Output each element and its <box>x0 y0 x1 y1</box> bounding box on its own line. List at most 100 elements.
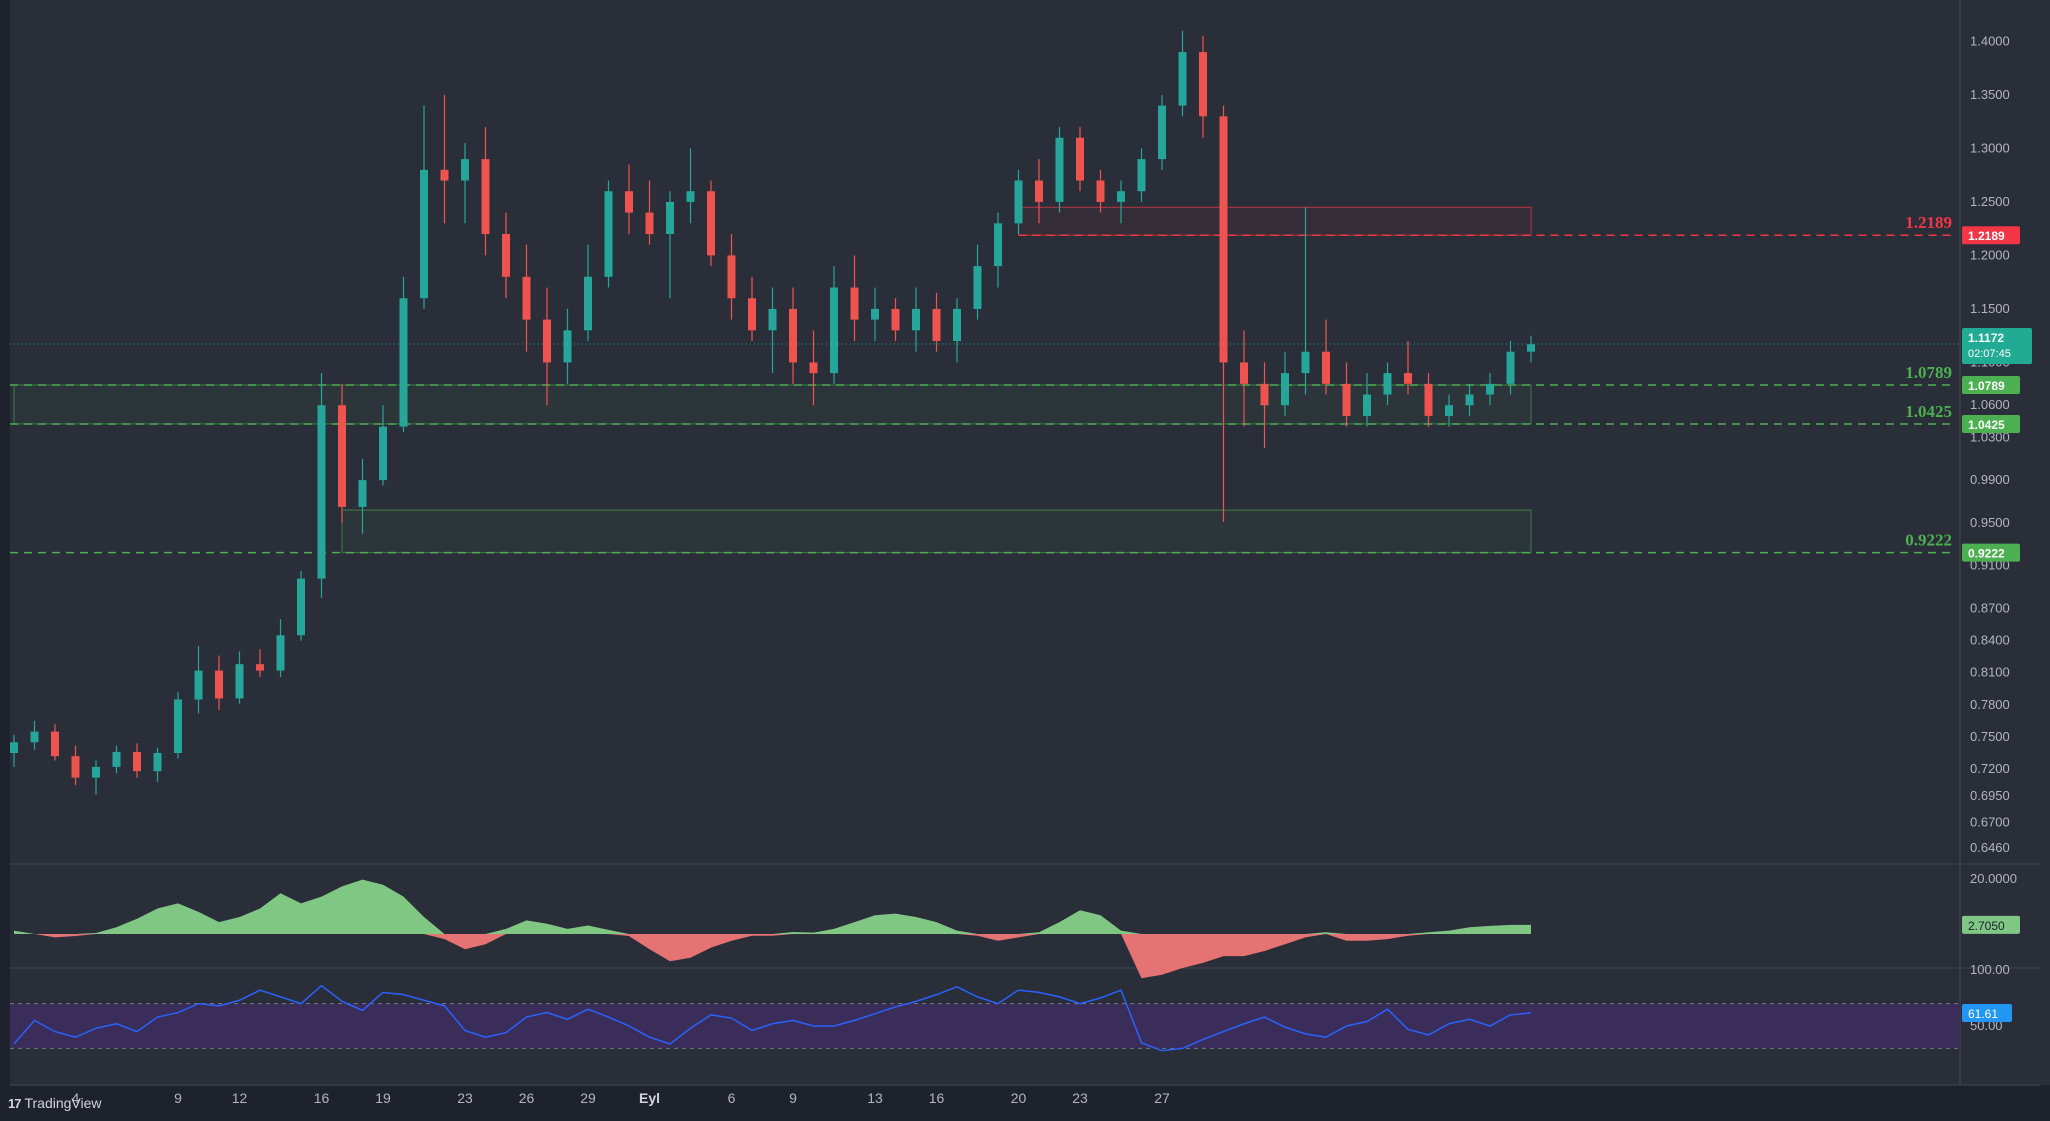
candle <box>338 383 346 523</box>
candle-body <box>1096 180 1105 202</box>
candle <box>625 164 633 235</box>
support-lower-badge <box>1962 414 2020 433</box>
price-tick-label: 0.6460 <box>1970 840 2010 855</box>
last-price-value: 1.1172 <box>1968 331 2004 345</box>
candle-body <box>1445 405 1453 416</box>
candle <box>1055 127 1064 213</box>
candle-body <box>235 664 244 699</box>
candle-body <box>317 405 326 579</box>
candle <box>912 287 920 352</box>
candle <box>707 180 715 267</box>
candle-body <box>809 362 818 374</box>
candle-body <box>1301 351 1310 374</box>
candle <box>645 180 654 245</box>
price-tick-label: 1.0300 <box>1970 429 2010 444</box>
candle <box>850 255 859 342</box>
candle-body <box>686 191 695 202</box>
candle <box>1158 94 1166 170</box>
candle-body <box>71 756 80 778</box>
candle <box>871 287 879 342</box>
candle <box>1322 319 1330 395</box>
candle <box>994 212 1002 288</box>
candle-body <box>174 699 182 753</box>
candle <box>112 745 121 774</box>
resistance-badge <box>1962 226 2020 245</box>
candle-body <box>1076 137 1084 181</box>
time-tick-label: 13 <box>867 1090 883 1106</box>
candle-body <box>789 308 797 363</box>
candle-body <box>584 276 592 331</box>
time-tick-label: 16 <box>929 1090 945 1106</box>
candle-body <box>1178 52 1187 106</box>
candle-body <box>912 308 920 331</box>
candle-body <box>1342 383 1351 416</box>
candle <box>1096 169 1105 213</box>
last-price-badge <box>1962 328 2032 365</box>
support-lower-badge-text: 1.0425 <box>1968 418 2005 432</box>
candle-body <box>1465 394 1474 406</box>
demand-zone-lower <box>341 509 1532 554</box>
demand-zone-upper <box>13 384 1532 425</box>
candle <box>461 143 469 224</box>
candle <box>1486 373 1494 406</box>
candle-body <box>891 308 900 331</box>
candle <box>10 734 18 767</box>
candle-body <box>215 670 223 699</box>
candle-body <box>358 480 367 507</box>
price-tick-label: 1.3000 <box>1970 140 2010 155</box>
support-upper-badge <box>1962 375 2020 394</box>
candle <box>215 655 223 711</box>
candle-body <box>1424 383 1433 416</box>
candle-body <box>645 212 654 235</box>
candle <box>174 692 182 759</box>
rsi-band <box>10 1003 1960 1049</box>
brand-footer[interactable]: 17 TradingView <box>8 1093 102 1113</box>
time-tick-label: Eyl <box>639 1090 660 1106</box>
candle <box>1342 362 1351 427</box>
support-deep-badge <box>1962 543 2020 562</box>
candle-body <box>953 308 961 342</box>
rsi-badge-text: 61.61 <box>1968 1007 1998 1021</box>
candle <box>604 180 613 288</box>
candle-body <box>563 330 572 363</box>
candle-body <box>1137 159 1146 192</box>
time-tick-label: 12 <box>232 1090 248 1106</box>
candle <box>1178 30 1187 117</box>
price-tick-label: 1.3500 <box>1970 87 2010 102</box>
candle <box>379 405 387 486</box>
candle-body <box>30 731 39 743</box>
oscillator-badge <box>1962 915 2020 934</box>
rsi-line <box>13 984 1532 1052</box>
candle-body <box>748 298 756 331</box>
price-axis-background <box>1960 0 2050 1085</box>
candle-body <box>973 266 982 309</box>
candle <box>727 234 736 320</box>
candle-body <box>481 159 490 235</box>
candle <box>748 276 756 342</box>
time-tick-label: 9 <box>789 1090 797 1106</box>
candle-body <box>1322 351 1330 384</box>
candle <box>1260 362 1269 449</box>
candle <box>563 308 572 384</box>
candle <box>1014 169 1023 235</box>
time-tick-label: 27 <box>1154 1090 1170 1106</box>
candle <box>1199 36 1207 138</box>
candle-body <box>420 169 428 299</box>
candle-body <box>1055 137 1064 202</box>
candle <box>1383 362 1392 406</box>
candle <box>522 244 531 352</box>
candle <box>317 373 326 598</box>
candle <box>789 287 797 384</box>
candle-body <box>1363 394 1371 416</box>
time-tick-label: 23 <box>457 1090 473 1106</box>
candle <box>194 645 203 714</box>
candle <box>1240 330 1248 427</box>
price-tick-label: 0.8100 <box>1970 665 2010 680</box>
support-deep-label: 0.9222 <box>1905 531 1952 550</box>
support-upper-badge-text: 1.0789 <box>1968 379 2005 393</box>
candle <box>891 298 900 342</box>
candle <box>1527 335 1535 363</box>
candle-body <box>1014 180 1023 224</box>
